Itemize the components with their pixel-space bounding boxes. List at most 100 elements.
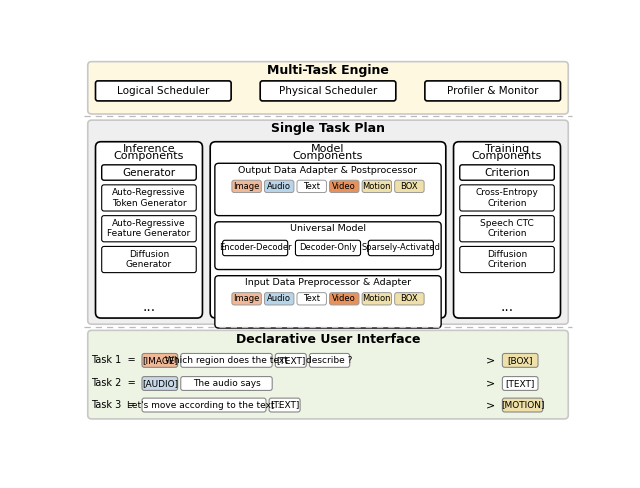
Text: Generator: Generator xyxy=(122,167,175,178)
Text: Encoder-Decoder: Encoder-Decoder xyxy=(219,244,291,252)
FancyBboxPatch shape xyxy=(215,276,441,328)
Text: Diffusion
Generator: Diffusion Generator xyxy=(126,250,172,269)
Text: Multi-Task Engine: Multi-Task Engine xyxy=(267,63,389,77)
Text: [MOTION]: [MOTION] xyxy=(500,401,544,409)
FancyBboxPatch shape xyxy=(223,240,288,256)
FancyBboxPatch shape xyxy=(296,240,360,256)
FancyBboxPatch shape xyxy=(275,353,307,367)
FancyBboxPatch shape xyxy=(95,81,231,101)
FancyBboxPatch shape xyxy=(297,180,326,193)
FancyBboxPatch shape xyxy=(102,246,196,273)
Text: Universal Model: Universal Model xyxy=(290,224,366,233)
Text: Which region does the text: Which region does the text xyxy=(165,356,288,365)
FancyBboxPatch shape xyxy=(102,185,196,211)
Text: Audio: Audio xyxy=(267,294,291,304)
Text: Video: Video xyxy=(332,182,356,191)
FancyBboxPatch shape xyxy=(215,222,441,269)
Text: Components: Components xyxy=(293,151,363,162)
FancyBboxPatch shape xyxy=(502,398,543,412)
FancyBboxPatch shape xyxy=(425,81,561,101)
FancyBboxPatch shape xyxy=(180,377,272,390)
Text: [BOX]: [BOX] xyxy=(508,356,533,365)
FancyBboxPatch shape xyxy=(330,180,359,193)
FancyBboxPatch shape xyxy=(460,165,554,180)
Text: describe ?: describe ? xyxy=(307,356,353,365)
Text: Diffusion
Criterion: Diffusion Criterion xyxy=(487,250,527,269)
FancyBboxPatch shape xyxy=(269,398,300,412)
FancyBboxPatch shape xyxy=(95,142,202,318)
Text: Model: Model xyxy=(311,143,345,154)
FancyBboxPatch shape xyxy=(102,216,196,242)
Text: BOX: BOX xyxy=(401,182,418,191)
FancyBboxPatch shape xyxy=(362,293,392,305)
FancyBboxPatch shape xyxy=(232,293,261,305)
Text: Video: Video xyxy=(332,294,356,304)
Text: >: > xyxy=(486,379,495,388)
Text: [IMAGE]: [IMAGE] xyxy=(142,356,178,365)
Text: ...: ... xyxy=(500,300,513,314)
Text: Declarative User Interface: Declarative User Interface xyxy=(236,333,420,346)
FancyBboxPatch shape xyxy=(395,293,424,305)
Text: The audio says: The audio says xyxy=(193,379,260,388)
Text: [TEXT]: [TEXT] xyxy=(270,401,300,409)
Text: Physical Scheduler: Physical Scheduler xyxy=(279,86,377,96)
Text: Auto-Regressive
Feature Generator: Auto-Regressive Feature Generator xyxy=(108,219,191,239)
Text: Task 3  =: Task 3 = xyxy=(91,400,136,410)
Text: Auto-Regressive
Token Generator: Auto-Regressive Token Generator xyxy=(111,188,186,207)
FancyBboxPatch shape xyxy=(460,216,554,242)
Text: Task 1  =: Task 1 = xyxy=(91,355,136,366)
Text: Text: Text xyxy=(303,294,320,304)
Text: Inference: Inference xyxy=(123,143,175,154)
FancyBboxPatch shape xyxy=(395,180,424,193)
FancyBboxPatch shape xyxy=(232,180,261,193)
FancyBboxPatch shape xyxy=(460,246,554,273)
FancyBboxPatch shape xyxy=(362,180,392,193)
Text: Cross-Entropy
Criterion: Cross-Entropy Criterion xyxy=(476,188,538,207)
Text: Output Data Adapter & Postprocessor: Output Data Adapter & Postprocessor xyxy=(239,166,417,175)
Text: Profiler & Monitor: Profiler & Monitor xyxy=(447,86,538,96)
Text: Audio: Audio xyxy=(267,182,291,191)
Text: >: > xyxy=(486,400,495,410)
FancyBboxPatch shape xyxy=(502,377,538,390)
Text: [AUDIO]: [AUDIO] xyxy=(142,379,178,388)
FancyBboxPatch shape xyxy=(88,120,568,324)
Text: Text: Text xyxy=(303,182,320,191)
Text: >: > xyxy=(486,355,495,366)
FancyBboxPatch shape xyxy=(210,142,446,318)
FancyBboxPatch shape xyxy=(215,163,441,216)
FancyBboxPatch shape xyxy=(142,398,266,412)
FancyBboxPatch shape xyxy=(142,377,178,390)
FancyBboxPatch shape xyxy=(502,353,538,367)
Text: Input Data Preprocessor & Adapter: Input Data Preprocessor & Adapter xyxy=(245,278,411,287)
FancyBboxPatch shape xyxy=(297,293,326,305)
Text: Let's move according to the text :: Let's move according to the text : xyxy=(127,401,281,409)
FancyBboxPatch shape xyxy=(454,142,561,318)
Text: Decoder-Only: Decoder-Only xyxy=(299,244,357,252)
FancyBboxPatch shape xyxy=(102,165,196,180)
FancyBboxPatch shape xyxy=(264,293,294,305)
FancyBboxPatch shape xyxy=(88,61,568,114)
FancyBboxPatch shape xyxy=(142,353,178,367)
Text: Logical Scheduler: Logical Scheduler xyxy=(117,86,209,96)
Text: Criterion: Criterion xyxy=(484,167,530,178)
FancyBboxPatch shape xyxy=(180,353,272,367)
Text: Single Task Plan: Single Task Plan xyxy=(271,122,385,135)
FancyBboxPatch shape xyxy=(260,81,396,101)
Text: Task 2  =: Task 2 = xyxy=(91,379,136,388)
Text: BOX: BOX xyxy=(401,294,418,304)
Text: Motion: Motion xyxy=(363,182,391,191)
Text: [TEXT]: [TEXT] xyxy=(276,356,305,365)
Text: Speech CTC
Criterion: Speech CTC Criterion xyxy=(480,219,534,239)
FancyBboxPatch shape xyxy=(368,240,433,256)
Text: Sparsely-Activated: Sparsely-Activated xyxy=(362,244,440,252)
Text: Image: Image xyxy=(234,294,260,304)
Text: Motion: Motion xyxy=(363,294,391,304)
Text: Components: Components xyxy=(472,151,542,162)
FancyBboxPatch shape xyxy=(88,330,568,419)
Text: Components: Components xyxy=(114,151,184,162)
FancyBboxPatch shape xyxy=(460,185,554,211)
Text: ...: ... xyxy=(143,300,156,314)
FancyBboxPatch shape xyxy=(309,353,349,367)
FancyBboxPatch shape xyxy=(264,180,294,193)
Text: Image: Image xyxy=(234,182,260,191)
